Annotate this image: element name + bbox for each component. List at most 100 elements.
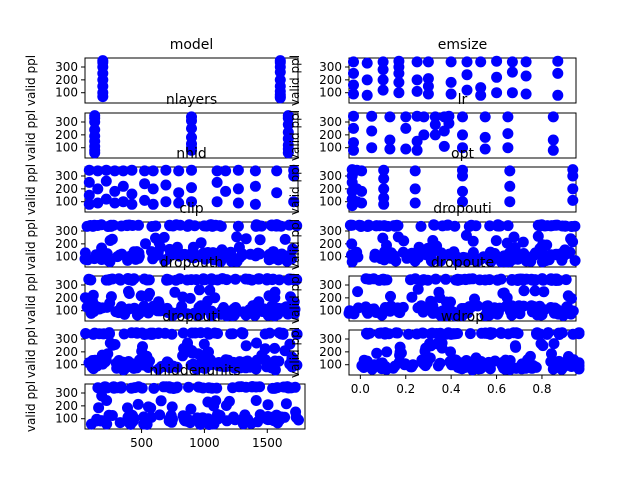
data-point	[473, 363, 485, 375]
data-point	[360, 273, 372, 285]
data-point	[202, 295, 214, 307]
data-point	[140, 238, 151, 250]
data-point	[516, 363, 528, 375]
data-point	[83, 176, 95, 188]
data-point	[434, 292, 446, 304]
data-point	[259, 328, 271, 340]
data-point	[117, 180, 129, 192]
data-point	[502, 142, 514, 154]
data-point	[288, 273, 299, 285]
panel-title: nhid	[176, 146, 207, 162]
y-tick-label: 200	[319, 128, 342, 142]
data-point	[461, 69, 473, 81]
data-point	[382, 220, 394, 232]
data-point	[225, 328, 237, 340]
data-point	[92, 183, 104, 195]
data-point	[282, 147, 294, 159]
data-point	[502, 220, 514, 232]
data-point	[147, 253, 159, 265]
data-point	[195, 237, 207, 249]
data-point	[271, 187, 283, 199]
data-point	[348, 110, 359, 122]
y-axis-label: valid ppl	[288, 164, 302, 215]
data-point	[138, 300, 150, 312]
data-point	[97, 91, 109, 103]
y-tick-label: 300	[319, 60, 342, 74]
data-point	[567, 170, 579, 182]
data-point	[211, 196, 223, 208]
data-point	[392, 231, 404, 243]
data-point	[100, 193, 112, 205]
data-point	[361, 355, 373, 367]
y-tick-label: 300	[55, 278, 78, 292]
data-point	[502, 328, 514, 340]
data-point	[369, 251, 381, 263]
data-point	[412, 302, 424, 314]
data-point	[154, 409, 166, 421]
data-point	[177, 291, 189, 303]
data-point	[419, 345, 431, 357]
data-point	[201, 220, 213, 232]
data-point	[109, 185, 121, 197]
data-point	[417, 327, 428, 339]
data-point	[104, 256, 116, 268]
data-point	[173, 197, 185, 209]
data-point	[559, 220, 571, 232]
data-point	[279, 253, 291, 265]
data-point	[93, 402, 105, 414]
data-point	[474, 274, 486, 286]
y-tick-label: 200	[319, 345, 342, 359]
y-tick-label: 200	[319, 291, 342, 305]
data-point	[282, 119, 294, 131]
data-point	[173, 165, 185, 177]
data-point	[551, 273, 563, 285]
data-point	[422, 73, 434, 85]
data-point	[569, 255, 581, 267]
data-point	[475, 56, 487, 68]
data-point	[220, 165, 232, 177]
data-point	[366, 110, 378, 122]
x-tick-label: 1000	[189, 436, 220, 450]
data-point	[117, 364, 129, 376]
x-tick-label: 500	[130, 436, 153, 450]
data-point	[377, 232, 389, 244]
data-point	[278, 381, 290, 393]
axes-frame	[348, 57, 577, 104]
data-point	[109, 165, 121, 177]
panel-title: nhiddenunits	[149, 363, 240, 379]
data-point	[186, 122, 197, 134]
data-point	[356, 197, 368, 209]
data-point	[249, 198, 261, 210]
data-point	[158, 381, 170, 393]
data-point	[186, 196, 197, 208]
y-tick-label: 200	[55, 237, 78, 251]
data-point	[100, 164, 112, 176]
data-point	[348, 79, 359, 91]
x-tick-label: 0.6	[487, 382, 506, 396]
y-tick-label: 300	[55, 60, 78, 74]
data-point	[104, 235, 116, 246]
data-point	[83, 189, 95, 201]
y-tick-label: 200	[55, 345, 78, 359]
data-point	[378, 173, 390, 185]
data-point	[90, 415, 102, 427]
data-point	[520, 88, 532, 100]
data-point	[136, 382, 148, 394]
y-tick-label: 100	[319, 250, 342, 264]
y-tick-label: 200	[55, 182, 78, 196]
data-point	[122, 402, 133, 414]
data-point	[174, 273, 186, 285]
axes-frame	[84, 57, 299, 104]
x-tick-label: 0.0	[351, 382, 370, 396]
data-point	[126, 198, 138, 210]
data-point	[501, 292, 513, 304]
data-point	[411, 74, 423, 86]
data-point	[393, 356, 405, 368]
data-point	[479, 327, 491, 339]
